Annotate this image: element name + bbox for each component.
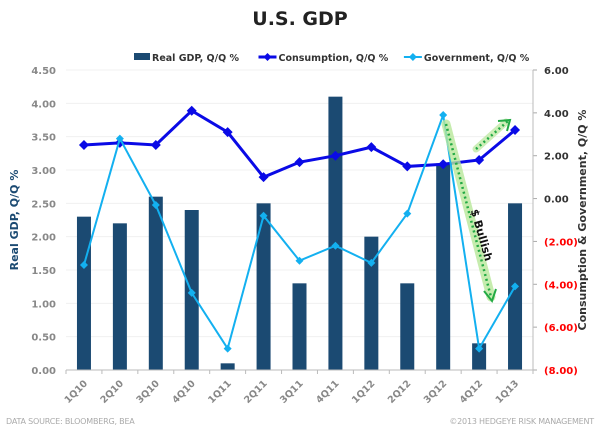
- legend-label: Government, Q/Q %: [424, 53, 530, 64]
- bar-3Q12: [436, 163, 451, 370]
- data-source: DATA SOURCE: BLOOMBERG, BEA: [6, 417, 135, 426]
- y2-tick-label: 4.00: [544, 109, 569, 120]
- point-1Q13: [511, 282, 520, 291]
- y-tick-label: 0.50: [31, 333, 56, 344]
- y2-axis-title: Consumption & Government, Q/Q %: [576, 110, 589, 331]
- bar-2Q12: [400, 283, 415, 370]
- arrowhead-icon: [483, 288, 497, 304]
- point-3Q12: [439, 111, 448, 119]
- y2-tick-label: 2.00: [544, 152, 569, 163]
- point-3Q11: [295, 256, 304, 265]
- x-tick-label: 1Q12: [350, 378, 378, 406]
- y-axis-title: Real GDP, Q/Q %: [8, 170, 21, 271]
- y-tick-label: 3.00: [31, 166, 56, 177]
- x-tick-label: 4Q10: [170, 378, 198, 406]
- copyright: ©2013 HEDGEYE RISK MANAGEMENT: [449, 417, 594, 426]
- legend-marker: [263, 53, 272, 61]
- bar-2Q11: [256, 203, 271, 370]
- x-tick-label: 1Q10: [63, 378, 91, 406]
- bar-2Q10: [112, 223, 127, 370]
- legend-swatch: [134, 53, 150, 60]
- point-3Q12: [438, 159, 449, 170]
- point-4Q11: [330, 150, 341, 161]
- point-1Q10: [78, 140, 89, 150]
- point-2Q11: [258, 172, 269, 183]
- bar-1Q12: [364, 236, 379, 370]
- point-1Q11: [222, 127, 233, 138]
- x-tick-label: 3Q10: [134, 378, 162, 406]
- point-2Q12: [402, 161, 413, 172]
- point-3Q10: [151, 201, 160, 209]
- bar-3Q11: [292, 283, 307, 370]
- point-2Q12: [403, 209, 412, 218]
- point-4Q10: [186, 105, 197, 116]
- y-tick-label: 4.50: [31, 66, 56, 77]
- y-tick-label: 1.50: [31, 266, 56, 277]
- x-tick-label: 3Q11: [278, 378, 306, 406]
- y-tick-label: 0.00: [31, 366, 56, 377]
- point-1Q12: [367, 258, 376, 267]
- arrowhead-icon: [497, 118, 512, 132]
- point-4Q10: [187, 288, 196, 297]
- point-2Q11: [259, 211, 268, 220]
- bar-4Q12: [472, 343, 487, 370]
- legend-label: Consumption, Q/Q %: [279, 53, 389, 64]
- x-tick-label: 4Q11: [314, 378, 342, 406]
- point-3Q10: [150, 140, 161, 150]
- y2-tick-label: (8.00): [544, 366, 578, 377]
- x-tick-label: 1Q11: [206, 378, 234, 406]
- y-tick-label: 1.00: [31, 299, 56, 310]
- point-1Q11: [223, 344, 232, 353]
- y-tick-label: 3.50: [31, 133, 56, 144]
- x-tick-label: 2Q11: [242, 378, 270, 406]
- x-tick-label: 1Q13: [494, 378, 522, 406]
- bar-3Q10: [148, 196, 163, 370]
- point-4Q11: [331, 241, 340, 250]
- y-tick-label: 2.00: [31, 233, 56, 244]
- y-tick-label: 4.00: [31, 99, 56, 110]
- x-tick-label: 2Q12: [386, 378, 414, 406]
- y2-tick-label: (4.00): [544, 280, 578, 291]
- x-tick-label: 3Q12: [422, 378, 450, 406]
- point-1Q12: [366, 142, 377, 153]
- y2-tick-label: (6.00): [544, 323, 578, 334]
- point-3Q11: [294, 157, 305, 168]
- point-4Q12: [474, 155, 485, 165]
- point-4Q12: [475, 344, 484, 353]
- point-1Q10: [79, 261, 88, 269]
- y-tick-label: 2.50: [31, 199, 56, 210]
- chart-title: U.S. GDP: [252, 8, 348, 30]
- bullish-arrow-glow: [441, 119, 496, 302]
- bar-4Q11: [328, 96, 343, 371]
- bullish-up-arrow: [475, 120, 509, 150]
- legend-marker: [408, 53, 417, 61]
- x-tick-label: 4Q12: [458, 378, 486, 406]
- y2-tick-label: 0.00: [544, 195, 569, 206]
- bar-1Q10: [76, 216, 91, 370]
- x-tick-label: 2Q10: [98, 378, 126, 406]
- point-2Q10: [115, 134, 124, 143]
- legend-label: Real GDP, Q/Q %: [152, 53, 239, 64]
- y2-tick-label: 6.00: [544, 66, 569, 77]
- point-1Q13: [510, 125, 521, 135]
- bar-1Q11: [220, 363, 235, 370]
- y2-tick-label: (2.00): [544, 237, 578, 248]
